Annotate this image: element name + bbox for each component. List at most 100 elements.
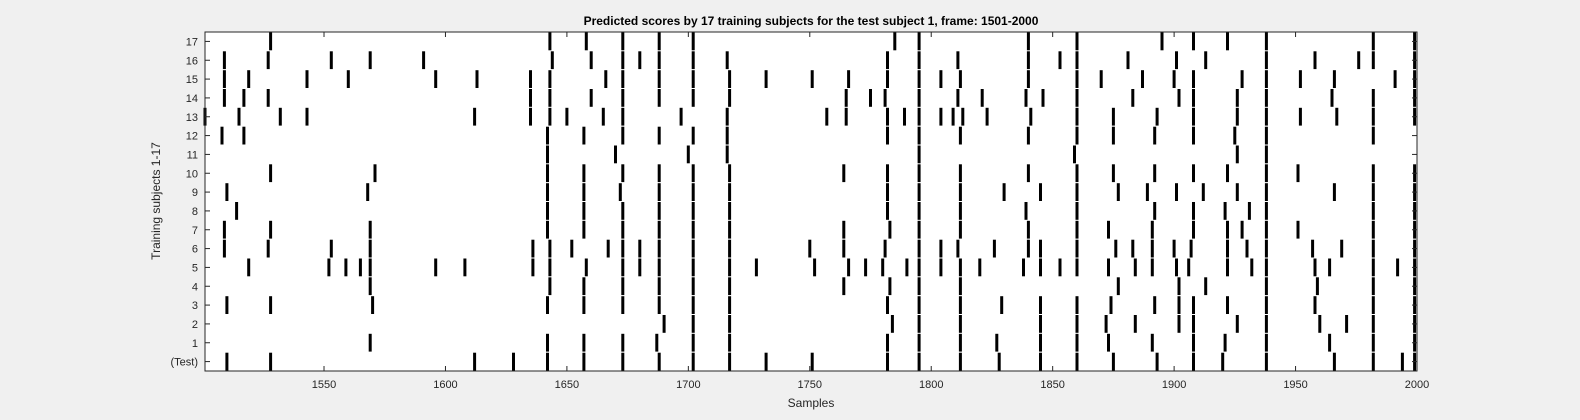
event-mark (691, 352, 695, 371)
event-mark (1264, 164, 1268, 183)
event-mark (582, 183, 586, 201)
event-mark (1192, 220, 1195, 239)
event-mark (1153, 202, 1157, 220)
event-mark (373, 164, 377, 183)
event-mark (691, 126, 695, 145)
event-mark (638, 258, 642, 277)
event-mark (657, 239, 661, 258)
event-mark (691, 183, 695, 201)
event-mark (1075, 164, 1079, 183)
event-mark (1192, 89, 1195, 107)
event-mark (344, 258, 348, 277)
event-mark (978, 258, 982, 277)
event-marks (203, 32, 1417, 371)
event-mark (1187, 258, 1191, 277)
event-mark (225, 183, 229, 201)
event-mark (621, 333, 625, 352)
plot-frame (204, 31, 1418, 372)
event-mark (917, 145, 921, 164)
event-mark (657, 32, 661, 51)
event-mark (621, 32, 625, 51)
event-mark (548, 258, 552, 277)
event-mark (1175, 51, 1178, 70)
event-mark (327, 258, 331, 277)
event-mark (1201, 183, 1205, 201)
event-mark (1153, 296, 1157, 314)
event-mark (1371, 202, 1375, 220)
event-mark (1330, 89, 1334, 107)
event-mark (269, 220, 273, 239)
event-mark (754, 258, 758, 277)
event-mark (1058, 51, 1062, 70)
event-mark (1313, 296, 1317, 314)
event-mark (917, 107, 921, 126)
event-mark (529, 89, 532, 107)
event-mark (621, 89, 625, 107)
event-mark (1235, 315, 1239, 333)
event-mark (222, 51, 226, 70)
event-mark (728, 315, 732, 333)
event-mark (691, 296, 695, 314)
event-mark (546, 183, 549, 201)
event-mark (222, 89, 226, 107)
event-mark (1175, 258, 1178, 277)
event-mark (1075, 296, 1079, 314)
event-mark (346, 70, 350, 88)
event-mark (1153, 164, 1157, 183)
event-mark (1111, 164, 1115, 183)
event-mark (582, 296, 586, 314)
event-mark (1153, 126, 1157, 145)
event-mark (1107, 220, 1110, 239)
event-mark (548, 277, 552, 296)
event-mark (621, 258, 625, 277)
event-mark (1075, 202, 1079, 220)
event-mark (825, 107, 829, 126)
event-mark (531, 239, 535, 258)
event-mark (546, 352, 549, 371)
event-mark (368, 220, 372, 239)
event-mark (1000, 296, 1004, 314)
event-mark (980, 89, 984, 107)
event-mark (842, 239, 846, 258)
event-mark (1133, 315, 1137, 333)
event-mark (1192, 107, 1195, 126)
event-mark (725, 126, 729, 145)
event-mark (565, 107, 569, 126)
event-mark (546, 202, 549, 220)
event-mark (842, 277, 846, 296)
event-mark (686, 145, 690, 164)
event-mark (657, 277, 661, 296)
event-mark (582, 352, 586, 371)
event-mark (958, 164, 962, 183)
event-mark (1393, 70, 1397, 88)
event-mark (903, 107, 906, 126)
event-mark (1075, 32, 1079, 51)
event-mark (1192, 315, 1195, 333)
event-mark (1264, 51, 1268, 70)
event-mark (247, 258, 251, 277)
event-mark (1075, 89, 1079, 107)
y-tick-label: 11 (187, 149, 198, 161)
event-mark (621, 277, 625, 296)
event-mark (1075, 258, 1079, 277)
event-mark (728, 220, 732, 239)
event-mark (621, 70, 625, 88)
event-mark (728, 164, 732, 183)
y-tick-label: 9 (192, 187, 198, 199)
event-mark (548, 89, 552, 107)
event-mark (235, 202, 239, 220)
event-mark (691, 51, 695, 70)
event-mark (958, 202, 962, 220)
x-tick-label: 1950 (1283, 379, 1307, 391)
event-mark (434, 258, 438, 277)
event-mark (1371, 164, 1375, 183)
event-mark (621, 352, 625, 371)
event-mark (728, 239, 732, 258)
event-mark (266, 239, 270, 258)
event-mark (434, 70, 438, 88)
event-mark (1075, 333, 1079, 352)
event-mark (1026, 70, 1030, 88)
event-mark (958, 126, 962, 145)
event-mark (886, 296, 889, 314)
